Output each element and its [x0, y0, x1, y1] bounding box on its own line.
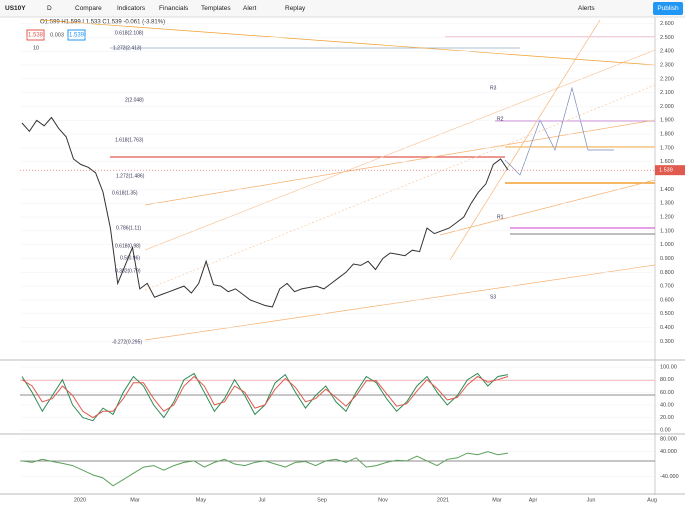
- publish-button[interactable]: [653, 2, 683, 15]
- y-tick-label: 0.500: [660, 311, 674, 317]
- y-tick-label: 40.000: [660, 449, 677, 455]
- toolbar-item[interactable]: Alert: [243, 5, 257, 12]
- y-tick-label: 0.700: [660, 284, 674, 290]
- annotation: 1.272(1.486): [116, 173, 145, 179]
- sell-box[interactable]: [26, 29, 45, 41]
- y-tick-label: 60.00: [660, 390, 674, 396]
- x-tick-label: 2020: [74, 497, 86, 503]
- y-tick-label: 2.500: [660, 35, 674, 41]
- y-tick-label: 1.600: [660, 159, 674, 165]
- y-tick-label: 0.800: [660, 270, 674, 276]
- toolbar-item[interactable]: Indicators: [117, 5, 146, 12]
- x-tick-label: Sep: [317, 497, 327, 503]
- annotation: 1.618(1.763): [115, 137, 144, 143]
- y-tick-label: 2.000: [660, 104, 674, 110]
- annotation: 1.272(2.413): [113, 45, 142, 51]
- y-tick-label: 1.000: [660, 242, 674, 248]
- ohlc: O1.599 H1.599 L1.533 C1.539 -0.061 (-3.8…: [40, 20, 165, 26]
- series-line: [21, 116, 509, 308]
- annotation: 0.618(2.108): [115, 30, 144, 36]
- toolbar-item[interactable]: Templates: [201, 5, 231, 12]
- y-tick-label: 2.400: [660, 49, 674, 55]
- x-tick-label: Mar: [130, 497, 140, 503]
- y-tick-label: 0.900: [660, 256, 674, 262]
- y-tick-label: 1.700: [660, 145, 674, 151]
- annotation: R3: [490, 85, 497, 91]
- y-tick-label: 0.300: [660, 339, 674, 345]
- annotation: R2: [497, 116, 504, 122]
- x-tick-label: May: [196, 497, 207, 503]
- annotation: 0.618(0.98): [115, 243, 141, 249]
- y-tick-label: 2.600: [660, 21, 674, 27]
- x-tick-label: Aug: [647, 497, 657, 503]
- symbol[interactable]: US10Y: [5, 5, 26, 12]
- toolbar-item[interactable]: Replay: [285, 5, 306, 12]
- y-tick-label: 1.800: [660, 132, 674, 138]
- y-tick-label: 1.300: [660, 201, 674, 207]
- x-tick-label: Apr: [529, 497, 538, 503]
- x-tick-label: Jul: [258, 497, 265, 503]
- spread: 0.003: [50, 32, 64, 38]
- y-tick-label: 1.900: [660, 118, 674, 124]
- y-tick-label: 40.00: [660, 402, 674, 408]
- x-tick-label: 2021: [437, 497, 449, 503]
- legend: 10: [33, 45, 39, 51]
- buy-box[interactable]: [67, 29, 86, 41]
- annotation: -0.272(0.295): [112, 339, 142, 345]
- annotation: 2(2.048): [125, 97, 144, 103]
- y-tick-label: -40.000: [660, 474, 679, 480]
- annotation: 0.5(0.96): [120, 255, 140, 261]
- buy[interactable]: 1.539: [69, 33, 85, 39]
- y-tick-label: 2.200: [660, 76, 674, 82]
- y-tick-label: 0.400: [660, 325, 674, 331]
- sell[interactable]: 1.538: [28, 33, 44, 39]
- y-tick-label: 1.100: [660, 228, 674, 234]
- annotation: S3: [490, 294, 496, 300]
- toolbar-item[interactable]: Financials: [159, 5, 189, 12]
- last-price: 1.539: [659, 168, 673, 174]
- y-tick-label: 2.100: [660, 90, 674, 96]
- y-tick-label: 80.00: [660, 377, 674, 383]
- toolbar-item[interactable]: Compare: [75, 5, 102, 12]
- annotation: R1: [497, 214, 504, 220]
- y-tick-label: 100.00: [660, 365, 677, 371]
- y-tick-label: 1.200: [660, 214, 674, 220]
- annotation: 0.786(1.11): [116, 225, 142, 231]
- y-tick-label: 0.00: [660, 428, 671, 434]
- annotation: 0.382(0.79): [115, 268, 141, 274]
- series-line: [21, 451, 509, 487]
- y-tick-label: 0.600: [660, 297, 674, 303]
- y-tick-label: 2.300: [660, 62, 674, 68]
- alerts[interactable]: Alerts: [578, 5, 595, 12]
- x-tick-label: Jun: [587, 497, 596, 503]
- toolbar: [0, 0, 685, 17]
- y-tick-label: 80.000: [660, 437, 677, 443]
- series-line: [21, 375, 509, 419]
- x-tick-label: Nov: [378, 497, 388, 503]
- publish-label[interactable]: Publish: [657, 5, 679, 12]
- x-tick-label: Mar: [492, 497, 502, 503]
- interval[interactable]: D: [47, 5, 52, 12]
- annotation: 0.618(1.35): [112, 190, 138, 196]
- y-tick-label: 1.400: [660, 187, 674, 193]
- last-price-box: [655, 165, 685, 176]
- y-tick-label: 20.00: [660, 415, 674, 421]
